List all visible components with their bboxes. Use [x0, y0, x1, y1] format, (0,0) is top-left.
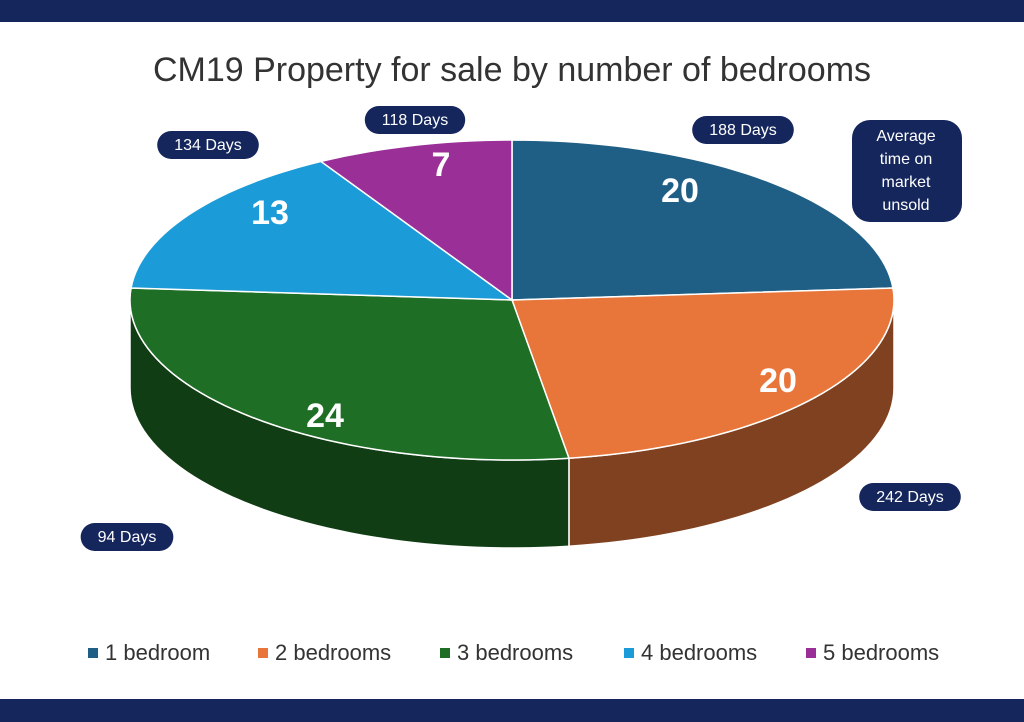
annotation: 94 Days: [80, 523, 174, 551]
annotation-text: 118 Days: [382, 112, 448, 129]
annotation-box-text: Average: [876, 128, 935, 145]
annotation-text: 242 Days: [876, 489, 944, 506]
annotation: 188 Days: [692, 116, 794, 144]
legend-label: 4 bedrooms: [641, 640, 757, 665]
annotation-pill: [692, 116, 794, 144]
legend-label: 2 bedrooms: [275, 640, 391, 665]
annotation-box-text: time on: [880, 151, 932, 168]
slice: [129, 287, 570, 461]
annotation-text: 94 Days: [98, 529, 157, 546]
slice: [510, 287, 895, 460]
annotation-pill: [80, 523, 174, 551]
annotation-box: [852, 120, 962, 222]
annotation: 242 Days: [859, 483, 961, 511]
legend-swatch: [806, 648, 816, 658]
annotation-text: 134 Days: [174, 137, 242, 154]
legend-swatch: [624, 648, 634, 658]
chart-title: CM19 Property for sale by number of bedr…: [153, 51, 871, 89]
slice: [511, 139, 894, 301]
data-label: 7: [432, 146, 451, 184]
legend-swatch: [258, 648, 268, 658]
slice: [319, 139, 513, 302]
legend-label: 3 bedrooms: [457, 640, 573, 665]
data-label: 13: [251, 194, 289, 232]
legend-label: 5 bedrooms: [823, 640, 939, 665]
slice: [130, 160, 515, 301]
data-label: 24: [306, 397, 344, 435]
annotation-pill: [157, 131, 259, 159]
data-label: 20: [759, 362, 797, 400]
legend-swatch: [440, 648, 450, 658]
annotation-text: 188 Days: [709, 122, 777, 139]
annotation: 134 Days: [157, 131, 259, 159]
annotation-pill: [364, 106, 466, 134]
annotation-pill: [859, 483, 961, 511]
legend-label: 1 bedroom: [105, 640, 210, 665]
bottom-bar: [0, 699, 1024, 722]
top-bar: [0, 0, 1024, 22]
legend-swatch: [88, 648, 98, 658]
annotation: 118 Days: [364, 106, 466, 134]
annotation-box-text: unsold: [882, 197, 929, 214]
annotation-box-text: market: [882, 174, 931, 191]
data-label: 20: [661, 172, 699, 210]
